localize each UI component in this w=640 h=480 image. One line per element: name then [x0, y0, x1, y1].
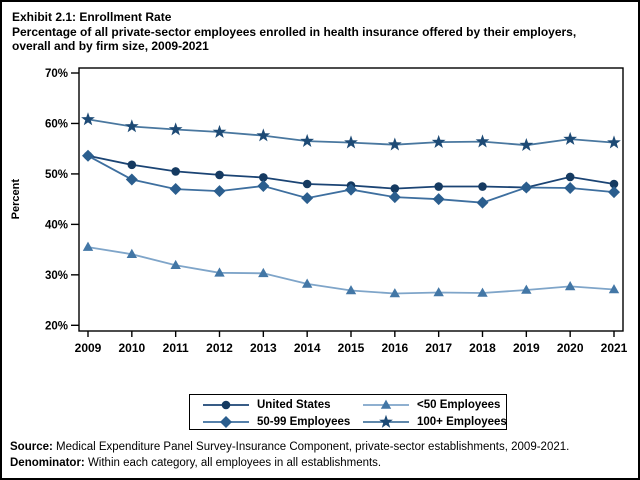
- data-point-marker: [169, 183, 182, 196]
- data-point-marker: [389, 288, 401, 298]
- legend-item-united-states: United States: [202, 397, 362, 413]
- x-tick-label: 2018: [469, 341, 496, 355]
- data-point-marker: [301, 278, 313, 288]
- x-tick-label: 2019: [513, 341, 540, 355]
- data-point-marker: [563, 131, 578, 145]
- x-tick-label: 2016: [381, 341, 408, 355]
- data-point-marker: [256, 128, 271, 142]
- series-50-99-employees: [82, 149, 620, 209]
- data-point-marker: [301, 192, 314, 205]
- denominator-label: Denominator:: [10, 457, 85, 469]
- y-tick-label: 60%: [45, 118, 68, 130]
- denominator-text: Within each category, all employees in a…: [84, 457, 382, 469]
- data-point-marker: [345, 285, 357, 295]
- source-line: Source: Medical Expenditure Panel Survey…: [10, 439, 634, 455]
- data-point-marker: [388, 191, 401, 204]
- data-point-marker: [609, 179, 619, 189]
- diamond-legend-marker-icon: [203, 415, 249, 428]
- chart-title-block: Exhibit 2.1: Enrollment Rate Percentage …: [12, 10, 612, 54]
- data-point-marker: [475, 134, 490, 148]
- data-point-marker: [258, 267, 269, 278]
- data-point-marker: [124, 119, 139, 133]
- data-point-marker: [302, 179, 312, 189]
- y-tick-label: 40%: [45, 219, 68, 231]
- data-point-marker: [214, 267, 225, 277]
- data-point-marker: [257, 180, 270, 193]
- data-point-marker: [434, 182, 443, 191]
- circle-legend-marker-icon: [203, 400, 249, 409]
- data-point-marker: [565, 172, 575, 182]
- x-tick-label: 2013: [250, 341, 277, 355]
- data-point-marker: [81, 112, 95, 126]
- x-tick-label: 2011: [163, 341, 189, 355]
- series-50-employees: [82, 241, 620, 298]
- x-tick-label: 2017: [425, 341, 452, 355]
- data-point-marker: [608, 186, 620, 199]
- data-point-marker: [478, 182, 487, 191]
- x-tick-label: 2012: [206, 341, 233, 355]
- x-tick-label: 2015: [338, 341, 365, 355]
- chart-legend: United States <50 Employees 50-99 Employee…: [189, 394, 507, 430]
- data-point-marker: [520, 181, 533, 194]
- triangle-legend-marker-icon: [363, 399, 409, 409]
- x-tick-label: 2020: [557, 341, 584, 355]
- data-point-marker: [170, 259, 181, 270]
- legend-item-50-employees: <50 Employees: [362, 397, 512, 413]
- data-point-marker: [344, 135, 358, 149]
- data-point-marker: [476, 196, 489, 209]
- data-point-marker: [300, 133, 315, 147]
- data-point-marker: [215, 170, 224, 180]
- data-point-marker: [212, 124, 227, 138]
- data-point-marker: [519, 137, 534, 151]
- legend-label-50-99-employees: 50-99 Employees: [257, 415, 351, 428]
- footnote-block: Source: Medical Expenditure Panel Survey…: [10, 439, 634, 471]
- y-tick-label: 20%: [45, 320, 68, 332]
- data-point-marker: [608, 284, 620, 294]
- data-point-marker: [213, 185, 226, 198]
- y-tick-label: 70%: [45, 68, 68, 80]
- y-axis-title: Percent: [10, 179, 22, 220]
- data-point-marker: [432, 193, 445, 206]
- data-point-marker: [564, 182, 577, 195]
- legend-label-50-employees: <50 Employees: [417, 398, 501, 411]
- data-point-marker: [82, 241, 94, 251]
- x-tick-label: 2021: [601, 341, 628, 355]
- chart-subtitle: Percentage of all private-sector employe…: [12, 24, 577, 54]
- data-point-marker: [564, 281, 576, 291]
- data-point-marker: [345, 183, 357, 196]
- y-tick-label: 50%: [45, 169, 68, 181]
- y-tick-label: 30%: [45, 270, 68, 282]
- data-point-marker: [431, 134, 446, 148]
- legend-item-50-99-employees: 50-99 Employees: [202, 414, 362, 430]
- legend-item-100-employees: 100+ Employees: [362, 414, 512, 430]
- data-point-marker: [126, 248, 138, 258]
- chart-title: Exhibit 2.1: Enrollment Rate: [12, 10, 172, 24]
- data-point-marker: [171, 167, 180, 176]
- star-legend-marker-icon: [363, 414, 409, 428]
- series-100-employees: [81, 112, 621, 151]
- data-point-marker: [259, 173, 268, 182]
- data-point-marker: [387, 137, 402, 151]
- data-point-marker: [127, 160, 137, 170]
- x-tick-label: 2014: [294, 341, 321, 355]
- data-point-marker: [477, 287, 488, 297]
- x-tick-label: 2010: [118, 341, 145, 355]
- data-point-marker: [433, 287, 444, 297]
- data-point-marker: [168, 122, 183, 136]
- denominator-line: Denominator: Within each category, all e…: [10, 455, 634, 471]
- data-point-marker: [390, 184, 400, 193]
- data-point-marker: [607, 135, 621, 149]
- source-text: Medical Expenditure Panel Survey-Insuran…: [52, 441, 570, 453]
- legend-label-united-states: United States: [257, 398, 331, 411]
- x-tick-label: 2009: [75, 341, 102, 355]
- data-point-marker: [521, 284, 532, 294]
- source-label: Source:: [10, 441, 53, 453]
- data-point-marker: [82, 149, 94, 162]
- legend-label-100-employees: 100+ Employees: [417, 415, 507, 428]
